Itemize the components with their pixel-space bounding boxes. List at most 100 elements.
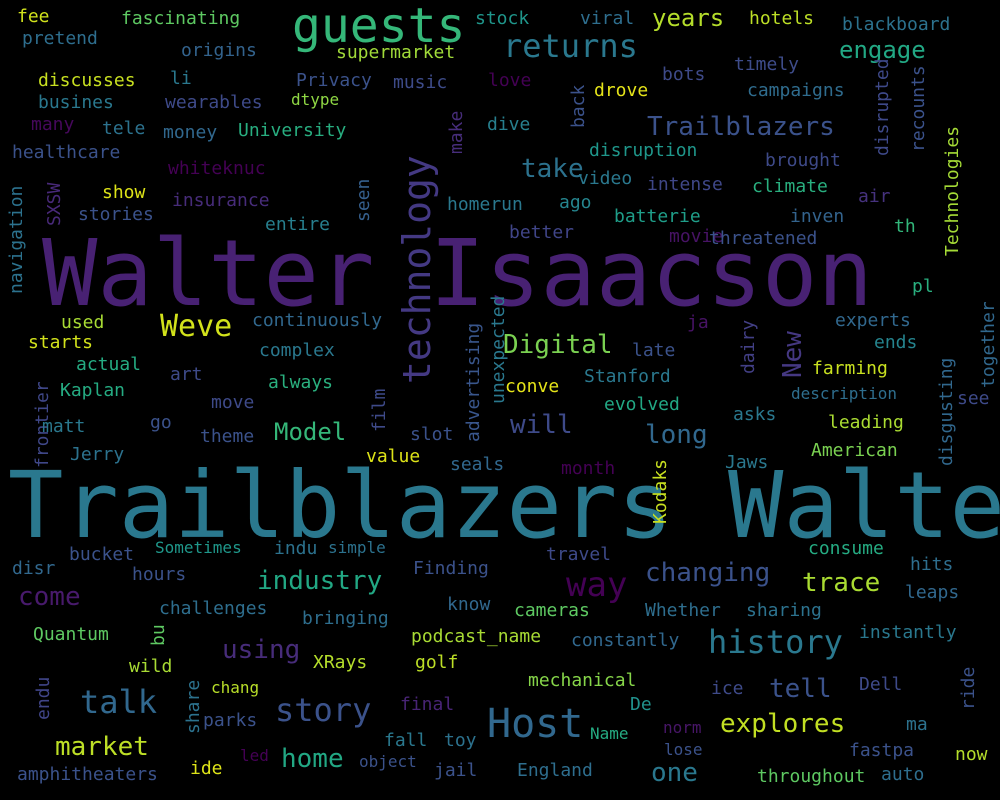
cloud-word: story [275,691,372,729]
cloud-word: supermarket [336,42,456,63]
cloud-word: fee [17,6,50,27]
cloud-word: chang [211,678,260,697]
cloud-word: Host [487,701,584,747]
cloud-word: constantly [571,630,680,651]
cloud-word: share [183,679,204,734]
cloud-word: ide [190,758,223,779]
cloud-word: home [281,744,344,774]
cloud-word: ends [874,332,918,353]
cloud-word: stories [78,204,154,225]
cloud-word: month [561,458,616,479]
cloud-word: whiteknuc [168,158,266,179]
cloud-word: instantly [859,622,957,643]
cloud-word: SXSW [44,182,65,226]
cloud-word: farming [812,358,888,379]
cloud-word: podcast_name [411,626,542,647]
cloud-word: Digital [503,330,613,360]
cloud-word: simple [328,538,386,557]
cloud-word: asks [733,404,777,425]
cloud-word: years [652,4,725,32]
cloud-word: history [708,623,843,661]
cloud-word: way [566,565,628,605]
cloud-word: market [55,732,149,762]
cloud-word: Trailblazers Walter [8,452,1000,559]
cloud-word: blackboard [842,14,951,35]
cloud-word: toy [444,730,477,751]
cloud-word: timely [734,54,800,75]
cloud-word: endu [33,676,54,720]
cloud-word: technology [395,155,439,384]
cloud-word: talk [80,683,158,721]
cloud-word: lose [664,740,703,759]
cloud-word: advertising [463,322,484,442]
cloud-word: seen [353,178,374,222]
cloud-word: back [568,84,589,128]
cloud-word: evolved [604,394,680,415]
cloud-word: matt [42,416,86,437]
cloud-word: used [61,312,105,333]
cloud-word: dive [487,114,531,135]
cloud-word: disrupted [872,58,893,156]
cloud-word: busines [38,92,114,113]
cloud-word: XRays [313,652,368,673]
cloud-word: Name [590,724,629,743]
cloud-word: bringing [302,608,389,629]
cloud-word: Privacy [296,70,372,91]
cloud-word: Sometimes [155,538,242,557]
cloud-word: go [150,412,172,433]
cloud-word: fascinating [121,8,241,29]
cloud-word: late [632,340,676,361]
cloud-word: wearables [165,92,263,113]
cloud-word: entire [265,214,331,235]
cloud-word: many [31,114,75,135]
cloud-word: explores [720,709,846,739]
cloud-word: disruption [589,140,698,161]
cloud-word: movie [669,226,724,247]
cloud-word: long [645,420,708,450]
cloud-word: now [955,744,988,765]
cloud-word: tell [769,674,832,704]
cloud-word: ride [958,666,979,710]
cloud-word: led [240,746,269,765]
cloud-word: move [211,392,255,413]
cloud-word: climate [752,176,828,197]
cloud-word: throughout [757,766,866,787]
cloud-word: theme [200,426,255,447]
cloud-word: American [811,440,898,461]
cloud-word: changing [645,558,771,588]
cloud-word: will [510,410,573,440]
cloud-word: ja [687,312,709,333]
cloud-word: th [894,216,916,237]
cloud-word: hits [910,554,954,575]
cloud-word: Kaplan [60,380,126,401]
cloud-word: auto [881,764,925,785]
cloud-word: description [791,384,897,403]
cloud-word: love [488,70,532,91]
cloud-word: fall [384,730,428,751]
cloud-word: Trailblazers [647,112,835,142]
cloud-word: guests [292,0,466,54]
cloud-word: continuously [252,310,383,331]
cloud-word: origins [181,40,257,61]
cloud-word: inven [790,206,845,227]
cloud-word: li [170,68,192,89]
cloud-word: cameras [514,600,590,621]
cloud-word: challenges [159,598,268,619]
cloud-word: insurance [172,190,270,211]
cloud-word: industry [257,566,383,596]
cloud-word: object [359,752,417,771]
cloud-word: art [170,364,203,385]
cloud-word: make [446,110,467,154]
cloud-word: Model [274,418,347,446]
cloud-word: jail [434,760,478,781]
cloud-word: money [163,122,218,143]
cloud-word: engage [839,36,926,64]
cloud-word: Stanford [584,366,671,387]
cloud-word: experts [835,310,911,331]
cloud-word: parks [203,710,258,731]
cloud-word: mechanical [528,670,637,691]
cloud-word: disr [12,558,56,579]
cloud-word: Jerry [70,444,125,465]
cloud-word: ma [906,714,928,735]
